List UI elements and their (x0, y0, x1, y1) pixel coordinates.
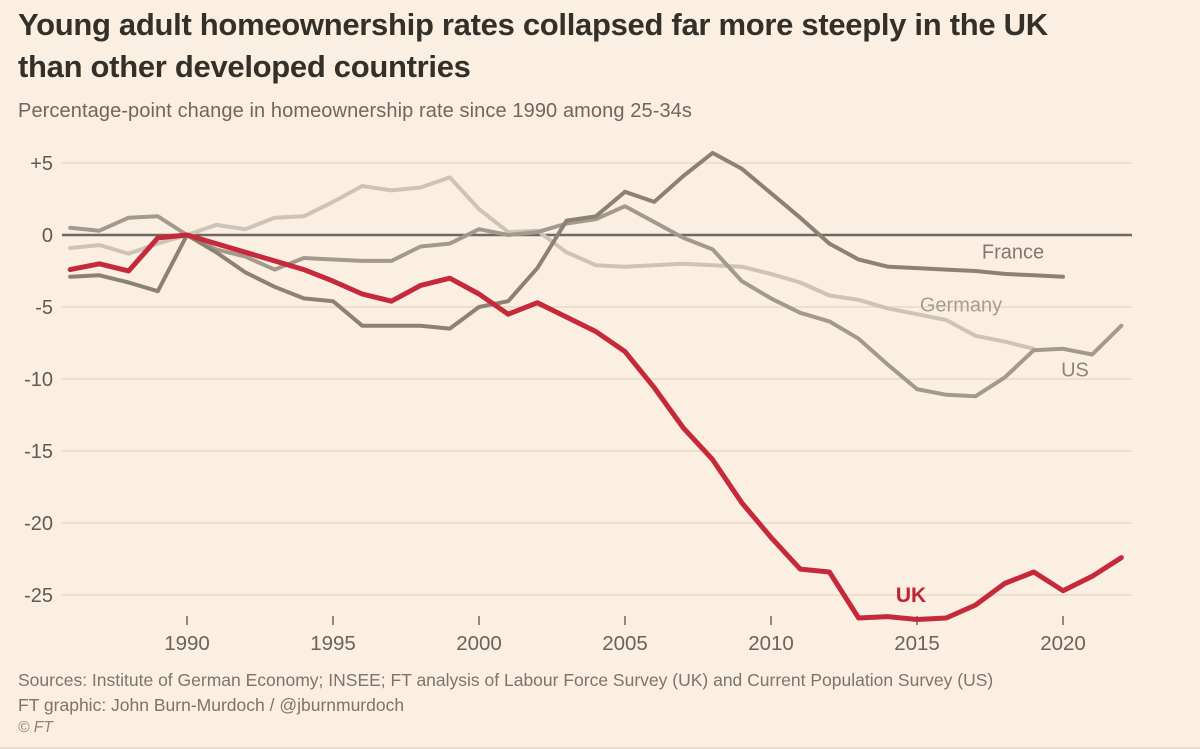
x-tick-label-2000: 2000 (456, 632, 502, 655)
chart-subtitle: Percentage-point change in homeownership… (18, 100, 692, 122)
y-tick-label-+5: +5 (30, 153, 53, 175)
series-label-uk: UK (895, 584, 927, 607)
series-label-germany: Germany (919, 294, 1003, 317)
x-tick-label-2005: 2005 (602, 632, 648, 655)
series-label-us: US (1061, 359, 1089, 382)
france-line (68, 150, 1065, 331)
chart-title: Young adult homeownership rates collapse… (18, 4, 1188, 88)
source-note: Sources: Institute of German Economy; IN… (18, 668, 1188, 717)
bottom-edge-divider (0, 747, 1200, 749)
germany-line (68, 175, 1036, 351)
ft-copyright: © FT (18, 719, 53, 736)
x-tick-label-2015: 2015 (894, 632, 940, 655)
x-tick-label-1995: 1995 (310, 632, 356, 655)
source-line2: FT graphic: John Burn-Murdoch / @jburnmu… (18, 694, 405, 715)
series-label-france: France (981, 241, 1045, 264)
x-tick-label-1990: 1990 (164, 632, 210, 655)
x-tick-label-2010: 2010 (748, 632, 794, 655)
y-tick-label-0: 0 (42, 225, 53, 247)
us-line (68, 204, 1124, 399)
y-tick-label--15: -15 (24, 441, 53, 463)
x-tick-label-2020: 2020 (1040, 632, 1086, 655)
y-tick-label--25: -25 (24, 585, 53, 607)
y-tick-label--5: -5 (35, 297, 53, 319)
source-line1: Sources: Institute of German Economy; IN… (18, 670, 994, 690)
y-tick-label--10: -10 (24, 369, 53, 391)
chart-title-line2: than other developed countries (18, 49, 471, 84)
uk-line (67, 232, 1124, 622)
y-tick-label--20: -20 (24, 513, 53, 535)
chart-title-line1: Young adult homeownership rates collapse… (18, 7, 1048, 42)
